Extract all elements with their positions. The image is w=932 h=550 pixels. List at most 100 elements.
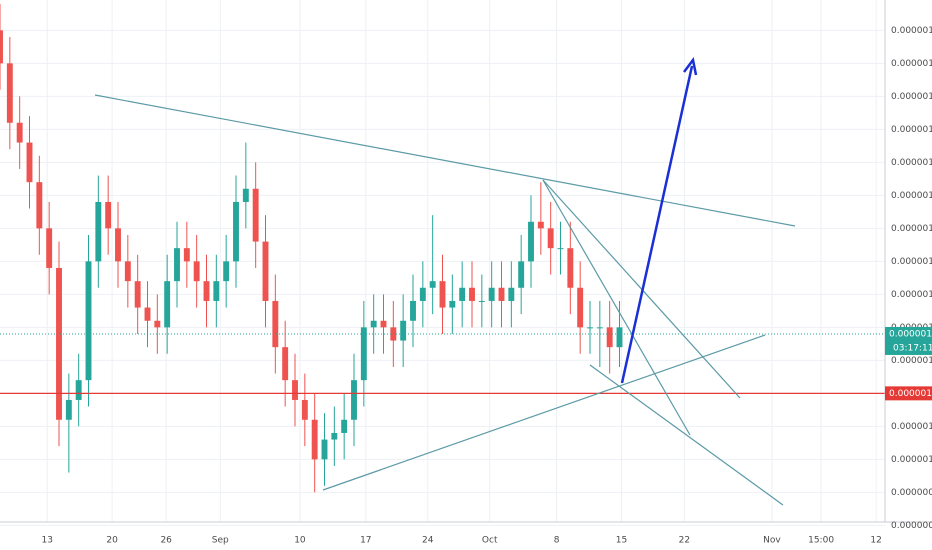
trendline: [94, 94, 796, 227]
candle-body: [321, 439, 328, 460]
x-tick-label: 24: [422, 536, 434, 546]
candle-body: [587, 327, 593, 329]
last-price-label-bg: [885, 326, 932, 355]
candle-body: [341, 419, 348, 433]
candle-body: [233, 201, 239, 262]
candle-body: [596, 327, 603, 329]
arrow: [620, 65, 694, 384]
candle-body: [213, 281, 220, 301]
drawings: [94, 57, 796, 506]
candle-body: [65, 399, 72, 420]
candle-body: [429, 281, 436, 288]
candle-body: [75, 380, 82, 400]
candle-body: [508, 287, 515, 301]
candle-body: [242, 188, 249, 202]
candle-body: [134, 281, 141, 308]
x-tick-label: 26: [160, 536, 172, 546]
candle-body: [223, 261, 230, 282]
candle-body: [36, 182, 43, 229]
candle-body: [459, 287, 466, 301]
candle-body: [174, 248, 180, 282]
candle-body: [518, 261, 525, 288]
candle-body: [370, 320, 377, 328]
candle-body: [331, 432, 338, 440]
plot-area: [0, 3, 885, 493]
x-tick-label: 17: [360, 536, 371, 546]
y-tick-label: 0.00000095: [891, 488, 932, 498]
candle-body: [351, 380, 357, 420]
candle-body: [6, 63, 13, 123]
trendline: [589, 364, 784, 506]
candle-body: [95, 201, 102, 262]
candle-body: [449, 300, 456, 308]
y-tick-label: 0.00000135: [891, 224, 932, 234]
x-tick-label: 10: [294, 536, 306, 546]
y-tick-label: 0.00000160: [891, 59, 932, 69]
candle-body: [410, 300, 416, 321]
axes: 0.00000165 0.00000160 0.00000155 0.00000150…: [41, 26, 932, 546]
x-tick-label: 15: [616, 536, 627, 546]
candle-body: [577, 287, 584, 328]
x-tick-label: Nov: [763, 536, 781, 546]
y-tick-label: 0.00000150: [891, 125, 932, 135]
price-line-label-bg: [885, 386, 932, 401]
trendline: [542, 179, 691, 436]
candle-body: [292, 380, 298, 400]
y-tick-label: 0.00000140: [891, 191, 932, 201]
candle-body: [262, 241, 269, 301]
candle-body: [16, 122, 23, 143]
candle-body: [203, 281, 210, 301]
candle-body: [311, 419, 318, 460]
candle-body: [26, 142, 33, 183]
y-tick-label: 0.00000145: [891, 158, 932, 168]
y-tick-label: 0.00000130: [891, 257, 932, 267]
grid: [0, 0, 885, 526]
x-tick-label: 8: [554, 536, 560, 546]
candle-body: [557, 248, 564, 250]
candle-body: [606, 327, 613, 348]
candle-body: [282, 347, 289, 381]
x-tick-label: 22: [679, 536, 690, 546]
x-tick-label: 12: [870, 536, 881, 546]
candle-body: [528, 221, 534, 262]
countdown: 03:17:11: [893, 343, 932, 353]
x-tick-label: 13: [41, 536, 52, 546]
y-tick-label: 0.00000125: [891, 290, 932, 300]
y-tick-label: 0.00000165: [891, 26, 932, 36]
x-tick-label: Oct: [482, 536, 498, 546]
candle-body: [616, 327, 623, 348]
candle-body: [439, 281, 446, 308]
y-tick-label: 0.00000155: [891, 92, 932, 102]
y-tick-label: 0.00000105: [891, 422, 932, 432]
candle-body: [183, 248, 190, 262]
y-tick-label: 0.00000090: [891, 521, 932, 531]
candle-body: [537, 221, 544, 229]
x-tick-label: Sep: [212, 536, 229, 546]
candle-body: [164, 281, 171, 328]
price-line-label: 0.00000110: [889, 389, 932, 399]
candle-body: [567, 248, 574, 288]
candle-body: [380, 320, 387, 328]
x-tick-label: 20: [106, 536, 118, 546]
candle-body: [419, 287, 426, 301]
y-tick-label: 0.00000115: [891, 356, 932, 366]
x-tick-label: 15:00: [808, 536, 834, 546]
candle-body: [498, 287, 505, 301]
candle-body: [272, 300, 279, 348]
candle-body: [301, 399, 308, 420]
candle-body: [144, 307, 151, 321]
candle-body: [360, 327, 367, 381]
candle-body: [115, 228, 121, 262]
candle-body: [252, 188, 259, 242]
candle-body: [124, 261, 131, 282]
candle-body: [193, 261, 200, 282]
candle-body: [0, 30, 3, 64]
candle-body: [469, 287, 475, 301]
candle-body: [400, 320, 407, 341]
candle-body: [488, 287, 495, 301]
trendline: [322, 334, 766, 491]
candle-body: [46, 228, 53, 268]
candle-body: [105, 201, 112, 229]
candle-body: [56, 267, 62, 420]
